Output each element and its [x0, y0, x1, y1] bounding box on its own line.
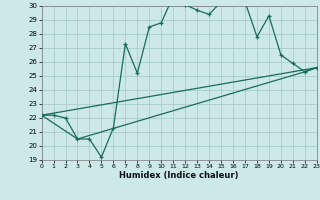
- X-axis label: Humidex (Indice chaleur): Humidex (Indice chaleur): [119, 171, 239, 180]
